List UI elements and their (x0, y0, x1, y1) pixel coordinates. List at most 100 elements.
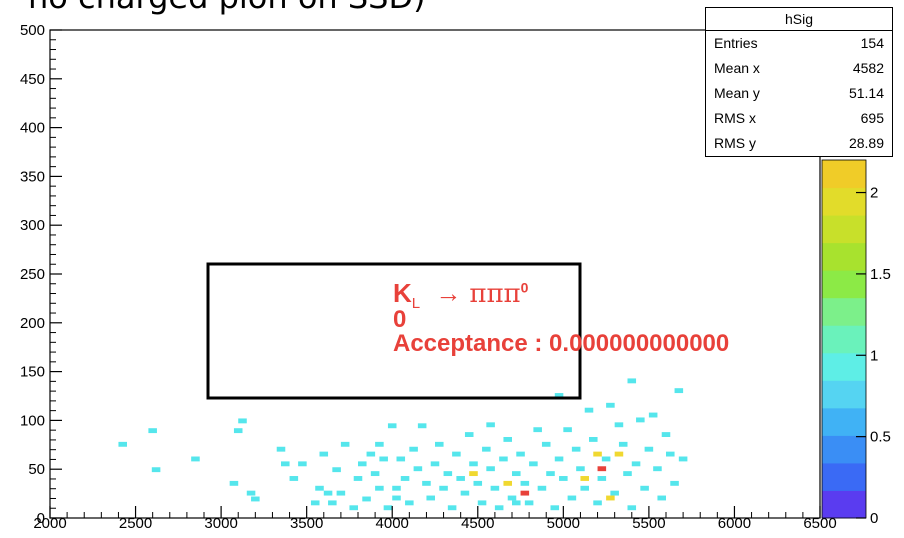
heatmap-cell (520, 480, 530, 486)
heatmap-cell (661, 432, 671, 437)
heatmap-cell (375, 485, 384, 491)
heatmap-cell (336, 490, 346, 496)
heatmap-cell (353, 476, 363, 481)
heatmap-cell (366, 451, 376, 457)
heatmap-cell (482, 446, 491, 452)
y-tick-label: 150 (20, 364, 45, 381)
heatmap-cell (666, 451, 675, 457)
heatmap-cell (289, 476, 299, 481)
stats-label: Mean x (714, 60, 760, 76)
heatmap-cell (503, 480, 512, 486)
heatmap-cell (597, 466, 607, 472)
y-tick-label: 200 (20, 315, 45, 332)
heatmap-cell (379, 456, 388, 462)
colorbar-tick-label: 1.5 (870, 266, 891, 283)
slide-title-fragment: no charged pion on SSD) (28, 0, 426, 16)
heatmap-cell (589, 436, 598, 442)
heatmap-cell (310, 500, 320, 506)
heatmap-cell (439, 485, 448, 491)
stats-label: RMS x (714, 110, 756, 126)
heatmap-cell (584, 407, 594, 413)
heatmap-cell (422, 480, 431, 486)
heatmap-cell (524, 500, 534, 506)
heatmap-cell (332, 467, 341, 473)
kaon-subscript: L (411, 295, 421, 313)
heatmap-cell (233, 428, 243, 434)
heatmap-cell (426, 495, 435, 501)
heatmap-cell (644, 446, 654, 452)
colorbar-segment (822, 490, 866, 519)
colorbar-segment (822, 297, 866, 326)
x-tick-label: 4000 (376, 515, 409, 532)
heatmap-cell (546, 471, 555, 477)
heatmap-cell (281, 461, 290, 467)
colorbar-segment (822, 352, 866, 381)
heatmap-cell (567, 495, 577, 501)
y-tick-label: 450 (20, 71, 45, 88)
x-tick-label: 3500 (290, 515, 323, 532)
heatmap-cell (657, 495, 666, 501)
heatmap-cell (563, 427, 572, 433)
heatmap-cell (512, 471, 521, 477)
colorbar-tick-label: 0.5 (870, 429, 891, 446)
heatmap-cell (151, 467, 161, 473)
heatmap-cell (409, 446, 418, 452)
kaon-symbol: K (393, 278, 412, 308)
decay-label: KL → πππ0 (393, 278, 528, 312)
heatmap-cell (503, 436, 512, 442)
heatmap-cell (452, 451, 461, 457)
heatmap-cell (631, 461, 641, 467)
heatmap-cell (229, 480, 239, 486)
x-tick-label: 2000 (33, 515, 66, 532)
x-tick-label: 2500 (119, 515, 152, 532)
heatmap-cell (529, 461, 538, 467)
stats-title: hSig (706, 8, 892, 31)
y-tick-label: 50 (28, 461, 45, 478)
heatmap-cell (340, 441, 350, 447)
heatmap-cell (383, 505, 393, 511)
heatmap-cell (387, 423, 397, 429)
heatmap-cell (623, 471, 632, 477)
stats-value: 51.14 (848, 85, 884, 101)
decay-arrow: → (435, 278, 462, 308)
heatmap-cell (636, 417, 645, 423)
heatmap-cell (473, 480, 483, 486)
heatmap-cell (358, 461, 367, 467)
stats-value: 4582 (852, 60, 884, 76)
stats-label: Mean y (714, 85, 760, 101)
heatmap-cell (392, 495, 401, 501)
heatmap-cell (400, 476, 410, 481)
heatmap-cell (490, 485, 500, 491)
colorbar-segment (822, 160, 866, 189)
heatmap-cell (559, 476, 568, 481)
stats-label: Entries (714, 35, 758, 51)
heatmap-cell (362, 496, 371, 502)
acceptance-label: Acceptance : 0.000000000000 (393, 330, 730, 357)
heatmap-cell (593, 451, 602, 457)
heatmap-cell (606, 495, 615, 501)
colorbar: 0 0.5 1 1.5 2 (821, 159, 891, 527)
heatmap-cell (319, 451, 329, 457)
heatmap-cell (537, 485, 547, 491)
y-tick-label: 100 (20, 412, 45, 429)
x-tick-label: 6000 (718, 515, 751, 532)
heatmap-cell (430, 461, 440, 467)
heatmap-cell (614, 451, 624, 457)
heatmap-cell (323, 490, 333, 496)
colorbar-frame (821, 159, 867, 519)
heatmap-cell (486, 466, 495, 472)
heatmap-cell (238, 418, 247, 424)
heatmap-cell (251, 496, 260, 502)
heatmap-cell (507, 495, 517, 501)
heatmap-cell (618, 441, 628, 447)
colorbar-segment (822, 325, 866, 354)
heatmap-cell (627, 378, 637, 384)
y-tick-label: 400 (20, 120, 45, 137)
y-tick-label: 250 (20, 266, 45, 283)
heatmap-cell (405, 500, 414, 506)
heatmap-cell (298, 461, 307, 467)
heatmap-cell (246, 490, 256, 496)
stats-value: 28.89 (848, 135, 884, 151)
heatmap-cell (375, 441, 384, 447)
heatmap-cell (678, 456, 688, 462)
